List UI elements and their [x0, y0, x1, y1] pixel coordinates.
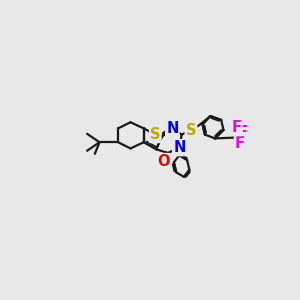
Text: F: F [238, 125, 248, 140]
Text: F: F [235, 136, 245, 151]
Text: N: N [173, 140, 185, 155]
Text: F: F [232, 120, 242, 135]
Text: O: O [157, 154, 169, 169]
Text: N: N [166, 121, 178, 136]
Text: S: S [186, 123, 196, 138]
Text: S: S [150, 127, 160, 142]
